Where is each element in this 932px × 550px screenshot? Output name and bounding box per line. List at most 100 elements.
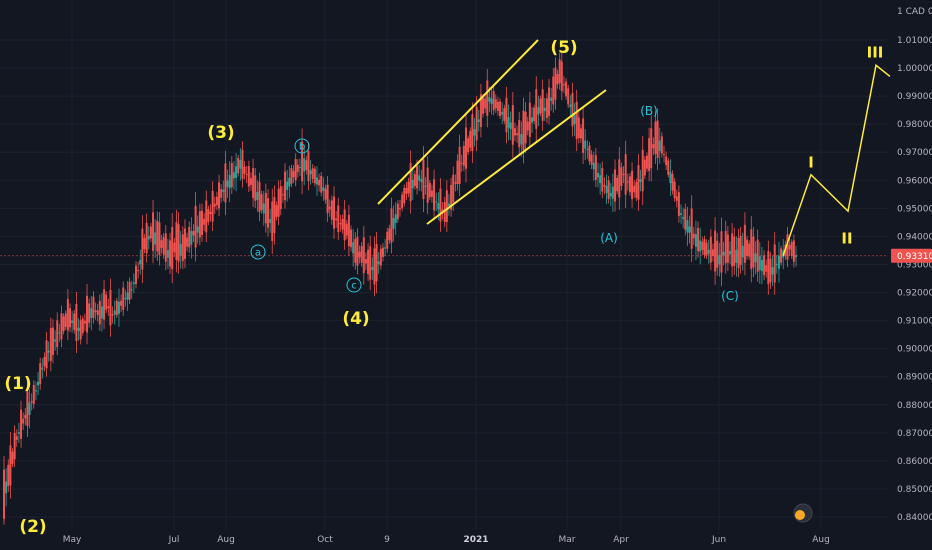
candle-body — [190, 230, 193, 245]
x-tick-label: 2021 — [463, 535, 488, 545]
candle-body — [729, 250, 731, 255]
candle-body — [11, 451, 14, 464]
x-tick-label: May — [63, 535, 82, 545]
candle-body — [356, 236, 359, 266]
candle-body — [777, 255, 780, 269]
candle-body — [741, 245, 744, 258]
candle-body — [352, 242, 355, 254]
candle-body — [24, 414, 27, 419]
candle-body — [120, 300, 123, 306]
candle-body — [15, 436, 18, 440]
candle-body — [156, 220, 159, 252]
candle-body — [526, 121, 529, 131]
candle-body — [479, 94, 482, 127]
x-tick-label: Jul — [168, 535, 180, 545]
candle-body — [341, 218, 344, 230]
candle-body — [205, 200, 208, 233]
y-tick-label: 0.90000 — [897, 345, 932, 355]
candle-body — [682, 216, 685, 219]
candle-body — [301, 141, 304, 182]
candle-body — [626, 181, 629, 183]
candle-body — [731, 233, 734, 267]
candle-body — [177, 224, 180, 262]
candle-body — [324, 188, 327, 200]
candle-body — [658, 140, 661, 152]
candle-body — [54, 339, 57, 342]
candle-body — [362, 237, 365, 274]
candle-body — [673, 181, 676, 199]
candle-body — [439, 188, 442, 222]
candle-body — [262, 203, 265, 214]
wave-label: (B) — [640, 104, 658, 118]
candle-body — [494, 99, 497, 109]
candle-body — [26, 391, 29, 427]
candle-body — [303, 158, 306, 172]
candle-body — [554, 67, 557, 100]
candle-body — [364, 258, 367, 264]
candle-body — [628, 176, 631, 193]
candle-body — [760, 259, 763, 272]
candle-body — [665, 156, 668, 166]
candle-body — [641, 149, 644, 192]
y-tick-label: 0.97000 — [897, 148, 932, 158]
candle-body — [124, 298, 127, 300]
wave-label-circle — [250, 244, 266, 260]
currency-label: 1 CAD 0 — [897, 7, 932, 17]
candle-body — [164, 233, 167, 262]
candle-body — [390, 208, 393, 243]
candle-body — [171, 227, 174, 270]
candle-body — [305, 160, 308, 171]
candle-body — [722, 251, 725, 256]
candle-body — [75, 303, 78, 342]
wave-label: (5) — [550, 38, 577, 58]
candle-body — [322, 187, 325, 191]
candle-body — [145, 222, 148, 254]
candle-body — [147, 235, 150, 240]
candle-body — [339, 223, 342, 225]
candle-body — [230, 163, 233, 188]
candle-body — [103, 289, 106, 320]
earnings-icon — [795, 510, 805, 520]
candle-body — [541, 89, 544, 121]
candle-body — [32, 384, 35, 404]
candle-body — [618, 159, 621, 198]
candle-body — [20, 409, 23, 439]
candle-body — [473, 129, 476, 136]
candle-body — [792, 240, 795, 262]
candle-body — [49, 327, 52, 361]
candle-body — [34, 390, 37, 392]
tradingview-badge[interactable] — [793, 503, 813, 523]
candle-body — [631, 170, 634, 200]
candle-body — [786, 234, 789, 260]
wave-label: I — [808, 153, 814, 171]
x-axis[interactable]: May Jul Aug Oct 9 2021 Mar Apr Jun Aug — [63, 535, 830, 545]
candle-body — [81, 318, 84, 333]
candle-body — [694, 234, 697, 247]
candle-body — [403, 187, 406, 204]
candle-body — [41, 367, 44, 370]
candle-body — [582, 118, 585, 153]
candle-body — [671, 174, 674, 191]
candle-body — [209, 211, 212, 214]
candle-body — [252, 168, 255, 198]
candle-body — [645, 155, 648, 169]
candle-body — [237, 158, 240, 174]
candle-body — [550, 97, 553, 101]
candle-body — [752, 236, 755, 268]
candle-body — [633, 185, 636, 193]
candle-body — [707, 249, 710, 254]
candle-body — [486, 80, 489, 116]
candle-body — [690, 208, 693, 249]
candle-body — [516, 133, 519, 136]
candle-body — [430, 190, 433, 197]
candle-body — [422, 159, 425, 200]
y-axis[interactable]: 1.01000 1.00000 0.99000 0.98000 0.97000 0.960… — [897, 36, 932, 523]
candle-body — [562, 84, 565, 86]
candle-body — [437, 203, 440, 210]
candle-body — [458, 146, 461, 184]
candle-body — [243, 166, 246, 174]
candle-body — [115, 300, 118, 316]
wave-label: (2) — [19, 517, 46, 537]
candle-body — [565, 81, 568, 97]
